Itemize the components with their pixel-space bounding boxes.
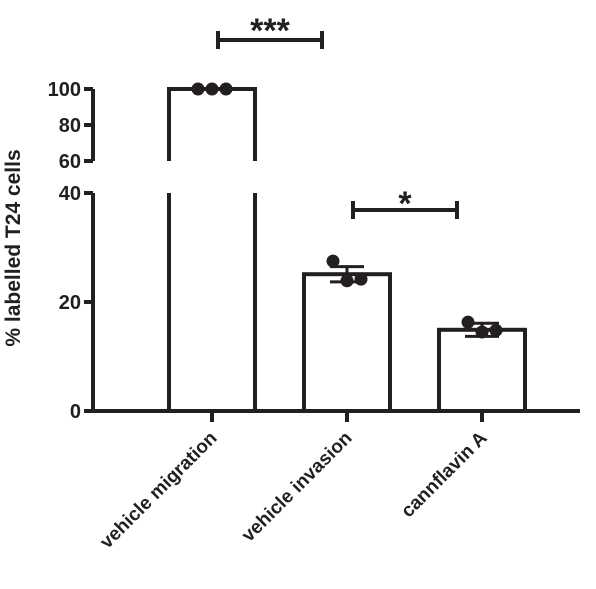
bar xyxy=(437,327,527,414)
x-category-label: vehicle migration xyxy=(96,428,221,553)
plot-area: 0 20 40 60 80 100 vehicle migration vehicle inv… xyxy=(48,12,580,553)
data-point xyxy=(475,325,489,339)
data-point xyxy=(340,274,354,288)
y-tick-label: 0 xyxy=(70,401,81,423)
y-tick-label: 40 xyxy=(59,183,81,205)
y-axis-title: % labelled T24 cells xyxy=(2,149,25,346)
data-point xyxy=(461,315,475,329)
data-point xyxy=(489,323,503,337)
data-point xyxy=(219,82,233,96)
data-point xyxy=(191,82,205,96)
data-point xyxy=(354,272,368,286)
y-tick-label: 100 xyxy=(48,79,81,101)
significance-label: * xyxy=(398,185,412,223)
y-tick-label: 60 xyxy=(59,151,81,173)
data-point xyxy=(205,82,219,96)
significance-label: *** xyxy=(250,12,290,50)
y-tick-label: 80 xyxy=(59,115,81,137)
x-category-label: vehicle invasion xyxy=(238,428,357,547)
bar xyxy=(302,272,392,413)
data-point xyxy=(326,254,340,268)
x-category-label: cannflavin A xyxy=(397,427,491,521)
y-tick-label: 20 xyxy=(59,292,81,314)
